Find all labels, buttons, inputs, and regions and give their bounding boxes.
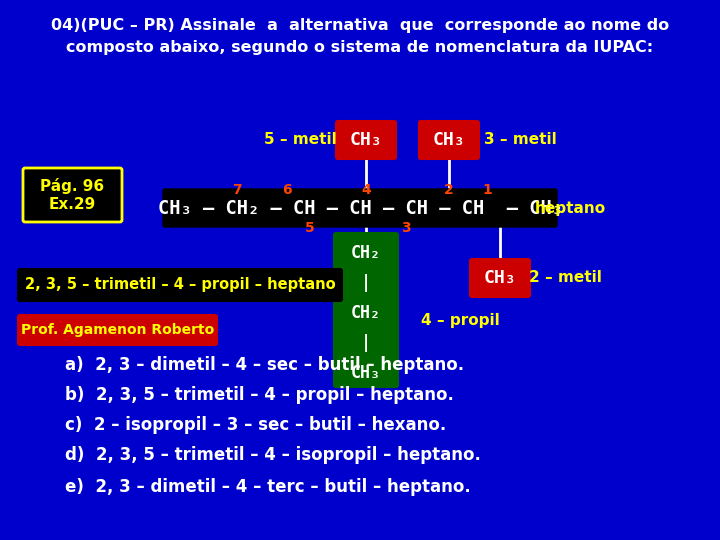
Text: composto abaixo, segundo o sistema de nomenclatura da IUPAC:: composto abaixo, segundo o sistema de no… — [66, 40, 654, 55]
Text: 7: 7 — [232, 183, 242, 197]
Text: 4: 4 — [361, 183, 371, 197]
FancyBboxPatch shape — [23, 168, 122, 222]
Text: 04)(PUC – PR) Assinale  a  alternativa  que  corresponde ao nome do: 04)(PUC – PR) Assinale a alternativa que… — [51, 18, 669, 33]
Text: c)  2 – isopropil – 3 – sec – butil – hexano.: c) 2 – isopropil – 3 – sec – butil – hex… — [65, 416, 446, 434]
FancyBboxPatch shape — [470, 259, 530, 297]
FancyBboxPatch shape — [163, 189, 557, 227]
Text: CH₃: CH₃ — [350, 131, 382, 149]
FancyBboxPatch shape — [18, 315, 217, 345]
Text: 1: 1 — [482, 183, 492, 197]
Text: a)  2, 3 – dimetil – 4 – sec – butil – heptano.: a) 2, 3 – dimetil – 4 – sec – butil – he… — [65, 356, 464, 374]
Text: CH₂: CH₂ — [351, 244, 381, 262]
Text: CH₃: CH₃ — [484, 269, 516, 287]
Text: CH₂: CH₂ — [351, 304, 381, 322]
Text: Pág. 96
Ex.29: Pág. 96 Ex.29 — [40, 178, 104, 212]
Text: 3: 3 — [401, 221, 411, 235]
Text: b)  2, 3, 5 – trimetil – 4 – propil – heptano.: b) 2, 3, 5 – trimetil – 4 – propil – hep… — [65, 386, 454, 404]
Text: 5 – metil: 5 – metil — [264, 132, 336, 147]
Text: |: | — [361, 334, 371, 352]
Text: |: | — [361, 274, 371, 292]
Text: 2, 3, 5 – trimetil – 4 – propil – heptano: 2, 3, 5 – trimetil – 4 – propil – heptan… — [24, 278, 336, 293]
Text: heptano: heptano — [534, 200, 606, 215]
Text: CH₃: CH₃ — [351, 364, 381, 382]
Text: 5: 5 — [305, 221, 315, 235]
Text: 2 – metil: 2 – metil — [528, 271, 601, 286]
Text: Prof. Agamenon Roberto: Prof. Agamenon Roberto — [21, 323, 214, 337]
Text: d)  2, 3, 5 – trimetil – 4 – isopropil – heptano.: d) 2, 3, 5 – trimetil – 4 – isopropil – … — [65, 446, 481, 464]
FancyBboxPatch shape — [18, 269, 342, 301]
FancyBboxPatch shape — [336, 121, 396, 159]
FancyBboxPatch shape — [334, 233, 398, 387]
Text: e)  2, 3 – dimetil – 4 – terc – butil – heptano.: e) 2, 3 – dimetil – 4 – terc – butil – h… — [65, 478, 471, 496]
Text: CH₃ – CH₂ – CH – CH – CH – CH  – CH₃: CH₃ – CH₂ – CH – CH – CH – CH – CH₃ — [158, 199, 562, 218]
Text: 6: 6 — [282, 183, 292, 197]
Text: 4 – propil: 4 – propil — [420, 313, 500, 327]
Text: CH₃: CH₃ — [433, 131, 465, 149]
Text: 3 – metil: 3 – metil — [484, 132, 557, 147]
Text: 2: 2 — [444, 183, 454, 197]
FancyBboxPatch shape — [419, 121, 479, 159]
